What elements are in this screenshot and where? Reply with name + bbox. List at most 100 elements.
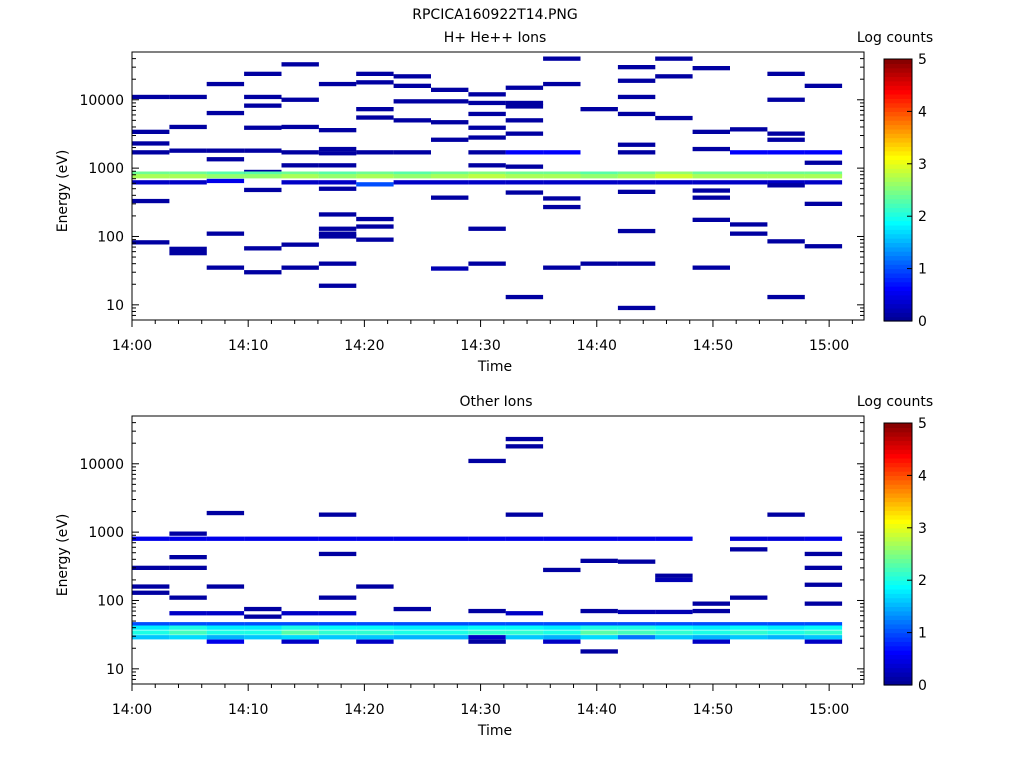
heatmap-cell	[356, 71, 394, 76]
heatmap-cell	[318, 174, 357, 179]
heatmap-cell	[692, 635, 730, 640]
heatmap-cell	[505, 630, 544, 635]
heatmap-cell	[804, 601, 843, 606]
heatmap-cell	[393, 150, 431, 155]
heatmap-cell	[281, 630, 319, 635]
heatmap-cell	[281, 180, 319, 185]
heatmap-cell	[132, 141, 170, 146]
heatmap-cell	[431, 635, 469, 640]
colorbar: 0 1 2 3 4 5	[883, 416, 927, 694]
heatmap-cell	[804, 565, 843, 570]
heatmap-cell	[393, 118, 431, 123]
heatmap-cell	[655, 180, 693, 185]
heatmap-cell	[468, 150, 506, 155]
colorbar-segment	[884, 667, 912, 673]
colorbar-segment	[884, 505, 912, 511]
heatmap-cell	[804, 551, 843, 557]
colorbar-tick-label: 2	[918, 573, 927, 589]
heatmap-cell	[206, 510, 245, 516]
heatmap-cell	[655, 625, 693, 630]
x-tick-label: 14:00	[112, 702, 152, 718]
heatmap-cell	[543, 625, 581, 630]
heatmap-cell	[169, 251, 207, 256]
heatmap-cell	[244, 270, 282, 275]
heatmap-cell	[767, 137, 805, 142]
heatmap-cell	[543, 81, 581, 87]
heatmap-cell	[730, 635, 768, 640]
heatmap-cell	[431, 180, 469, 185]
heatmap-cells	[132, 436, 843, 654]
heatmap-cell	[543, 204, 581, 210]
heatmap-cell	[580, 180, 618, 185]
colorbar-segment	[884, 128, 912, 134]
heatmap-cell	[730, 536, 768, 541]
heatmap-cell	[206, 584, 245, 589]
heatmap-cell	[468, 639, 506, 644]
heatmap-cell	[730, 174, 768, 179]
heatmap-cell	[617, 559, 656, 564]
heatmap-cell	[543, 567, 581, 573]
colorbar-segment	[884, 316, 912, 322]
colorbar-segment	[884, 259, 912, 265]
colorbar-frame	[883, 58, 913, 322]
heatmap-cell	[356, 536, 394, 541]
heatmap-cell	[169, 611, 207, 616]
heatmap-cell	[244, 94, 282, 100]
heatmap-cell	[356, 150, 394, 155]
heatmap-cell	[169, 171, 207, 176]
colorbar-segment	[884, 427, 912, 433]
heatmap-cell	[617, 142, 656, 147]
heatmap-cell	[206, 157, 245, 162]
colorbar-segment	[884, 540, 912, 546]
colorbar-segment	[884, 423, 912, 428]
heatmap-cell	[206, 231, 245, 236]
heatmap-cell	[767, 622, 805, 627]
colorbar-tick-label: 5	[918, 52, 927, 68]
colorbar-segment	[884, 567, 912, 573]
heatmap-cell	[431, 266, 469, 271]
heatmap-cell	[655, 536, 693, 541]
heatmap-cell	[617, 94, 656, 100]
colorbar-segment	[884, 536, 912, 542]
heatmap-cell	[431, 171, 469, 176]
heatmap-cell	[468, 261, 506, 266]
heatmap-cell	[244, 103, 282, 108]
colorbar-segment	[884, 224, 912, 230]
heatmap-cell	[655, 573, 693, 578]
heatmap-cell	[468, 180, 506, 185]
colorbar-segment	[884, 588, 912, 594]
heatmap-cell	[281, 163, 319, 168]
heatmap-cell	[244, 246, 282, 251]
heatmap-cell	[617, 305, 656, 311]
colorbar-segment	[884, 211, 912, 217]
plot-frame	[131, 51, 865, 321]
heatmap-cell	[206, 622, 245, 627]
heatmap-cell	[132, 171, 170, 176]
heatmap-cell	[580, 558, 618, 563]
colorbar-segment	[884, 671, 912, 677]
heatmap-cell	[169, 94, 207, 100]
heatmap-cell	[393, 83, 431, 88]
heatmap-cell	[393, 99, 431, 104]
heatmap-cell	[804, 536, 843, 541]
heatmap-cell	[393, 606, 431, 612]
heatmap-cell	[543, 150, 581, 155]
heatmap-cell	[356, 171, 394, 176]
x-tick-label: 14:50	[693, 338, 733, 354]
colorbar-segment	[884, 307, 912, 313]
heatmap-cell	[804, 83, 843, 88]
heatmap-cell	[132, 94, 170, 100]
heatmap-cell	[169, 536, 207, 541]
heatmap-cell	[580, 107, 618, 112]
heatmap-cell	[132, 590, 170, 595]
heatmap-cell	[132, 536, 170, 541]
heatmap-cell	[617, 625, 656, 630]
heatmap-cell	[356, 584, 394, 589]
heatmap-cell	[281, 62, 319, 67]
heatmap-cell	[318, 146, 357, 152]
heatmap-cell	[804, 630, 843, 635]
heatmap-cell	[468, 625, 506, 630]
colorbar-segment	[884, 72, 912, 78]
colorbar-segment	[884, 80, 912, 86]
